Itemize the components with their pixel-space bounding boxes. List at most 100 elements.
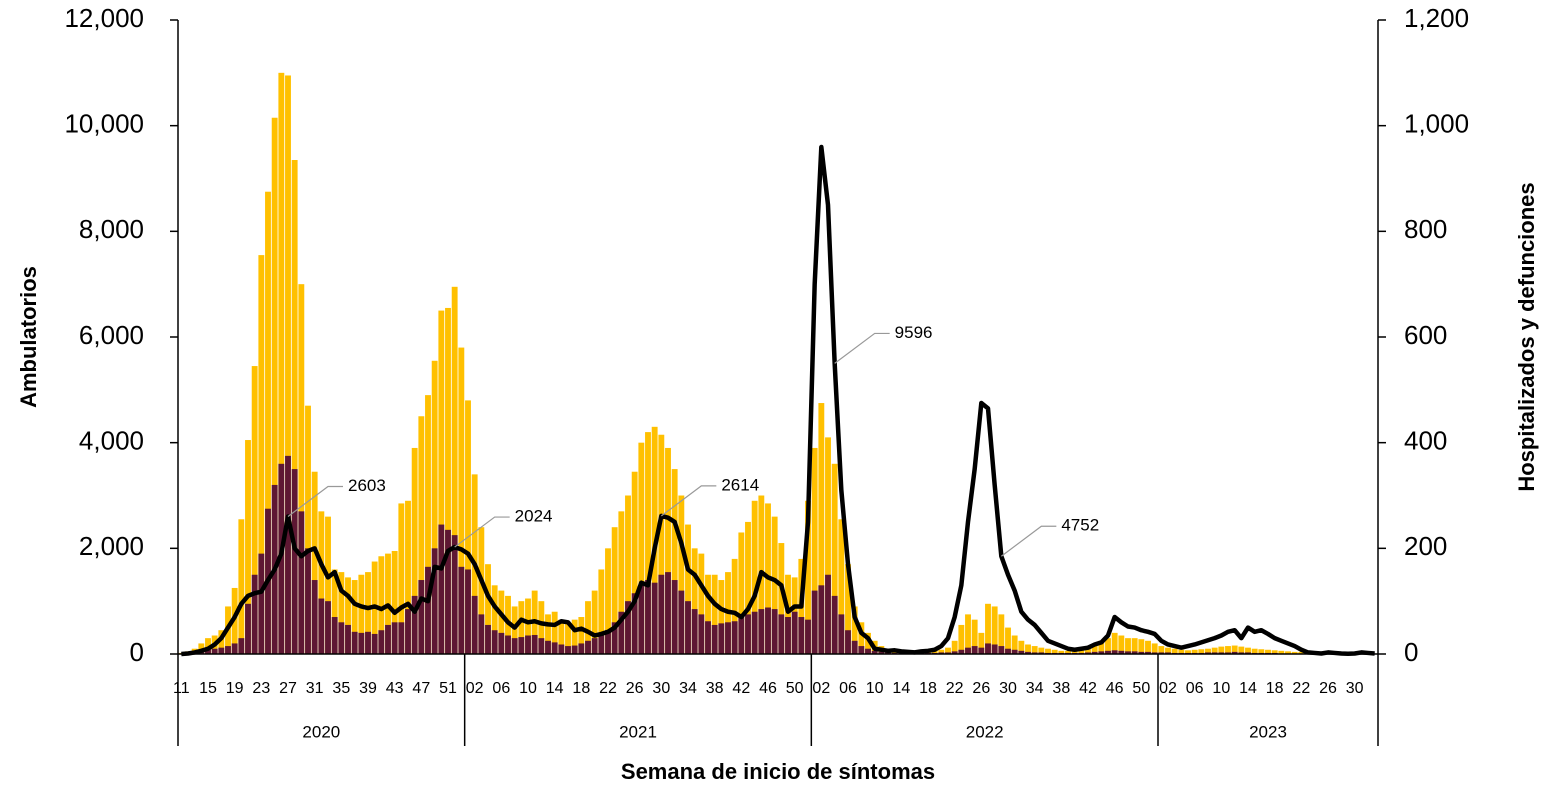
bar (511, 606, 518, 654)
bar (1011, 635, 1018, 654)
x-tick-label: 26 (626, 680, 644, 697)
bar (725, 622, 731, 654)
bar (805, 500, 811, 654)
bar (345, 624, 351, 654)
bar (425, 395, 431, 654)
x-tick-label: 47 (412, 680, 430, 697)
bar (598, 635, 605, 654)
y2-tick-label: 600 (1404, 320, 1447, 350)
bar (305, 405, 311, 654)
x-tick-label: 31 (306, 680, 324, 697)
bar (665, 572, 671, 654)
bar (465, 400, 471, 654)
bar (751, 500, 758, 654)
bar (698, 553, 705, 654)
bar (691, 609, 698, 654)
y2-tick-label: 1,000 (1404, 109, 1469, 139)
bar (671, 469, 678, 654)
bar (638, 585, 645, 654)
bar (551, 611, 558, 654)
bar (1118, 650, 1125, 654)
bar (945, 652, 951, 654)
bar (785, 617, 791, 654)
bar (718, 580, 725, 654)
bar (945, 647, 951, 654)
bar (1291, 651, 1298, 654)
data-label: 4752 (1061, 516, 1099, 535)
bar (478, 614, 485, 654)
bar (1265, 649, 1271, 654)
bar (671, 580, 678, 654)
bar (978, 632, 985, 654)
bar (1238, 652, 1245, 654)
bar (1158, 646, 1165, 654)
bar (938, 649, 945, 654)
y-tick-label: 10,000 (64, 109, 144, 139)
bar (985, 603, 991, 654)
bar (271, 117, 278, 654)
bar (1158, 652, 1165, 654)
y-tick-label: 12,000 (64, 3, 144, 33)
bar (591, 590, 598, 654)
bar (465, 569, 471, 654)
label-leader (1000, 525, 1057, 557)
y2-axis-title: Hospitalizados y defunciones (1514, 182, 1539, 491)
bar (585, 640, 591, 654)
bar (1011, 649, 1018, 654)
bar (218, 647, 225, 654)
x-tick-label: 10 (1212, 680, 1230, 697)
bar (311, 580, 318, 654)
bar (865, 648, 871, 654)
bar (658, 434, 665, 654)
x-tick-label: 18 (919, 680, 937, 697)
bar (958, 649, 965, 654)
bar (611, 622, 618, 654)
bar (705, 574, 711, 654)
x-tick-label: 51 (439, 680, 457, 697)
bar (1278, 650, 1285, 654)
x-tick-label: 34 (679, 680, 697, 697)
year-label: 2020 (302, 722, 340, 741)
bar (418, 580, 425, 654)
y-tick-label: 4,000 (79, 426, 144, 456)
bar (225, 646, 231, 654)
bar (1245, 647, 1251, 654)
x-tick-label: 02 (466, 680, 484, 697)
bar (398, 503, 405, 654)
x-tick-label: 42 (732, 680, 750, 697)
bar (738, 617, 745, 654)
bar (478, 527, 485, 654)
x-tick-label: 18 (572, 680, 590, 697)
bar (1251, 648, 1258, 654)
bar (1145, 640, 1151, 654)
bar (1151, 643, 1158, 654)
x-tick-label: 06 (492, 680, 510, 697)
bar (951, 651, 958, 654)
bar (625, 601, 631, 654)
x-tick-label: 39 (359, 680, 377, 697)
bar (1111, 650, 1118, 654)
bar (825, 437, 831, 654)
bar (405, 609, 411, 654)
bar (1091, 646, 1098, 654)
bar (758, 609, 765, 654)
bar (1271, 650, 1278, 654)
bar (1165, 647, 1171, 654)
x-tick-label: 30 (1346, 680, 1364, 697)
bar (285, 75, 291, 655)
x-tick-label: 11 (173, 680, 190, 697)
bar (538, 638, 545, 654)
bar (878, 651, 885, 654)
bar (1138, 639, 1145, 654)
year-label: 2022 (966, 722, 1004, 741)
y-tick-label: 6,000 (79, 320, 144, 350)
bar (498, 632, 505, 654)
bar (485, 624, 491, 654)
bar (998, 614, 1005, 654)
bar (938, 652, 945, 654)
y-tick-label: 0 (130, 637, 144, 667)
bar (651, 582, 658, 654)
bar (611, 527, 618, 654)
bar (265, 191, 271, 655)
